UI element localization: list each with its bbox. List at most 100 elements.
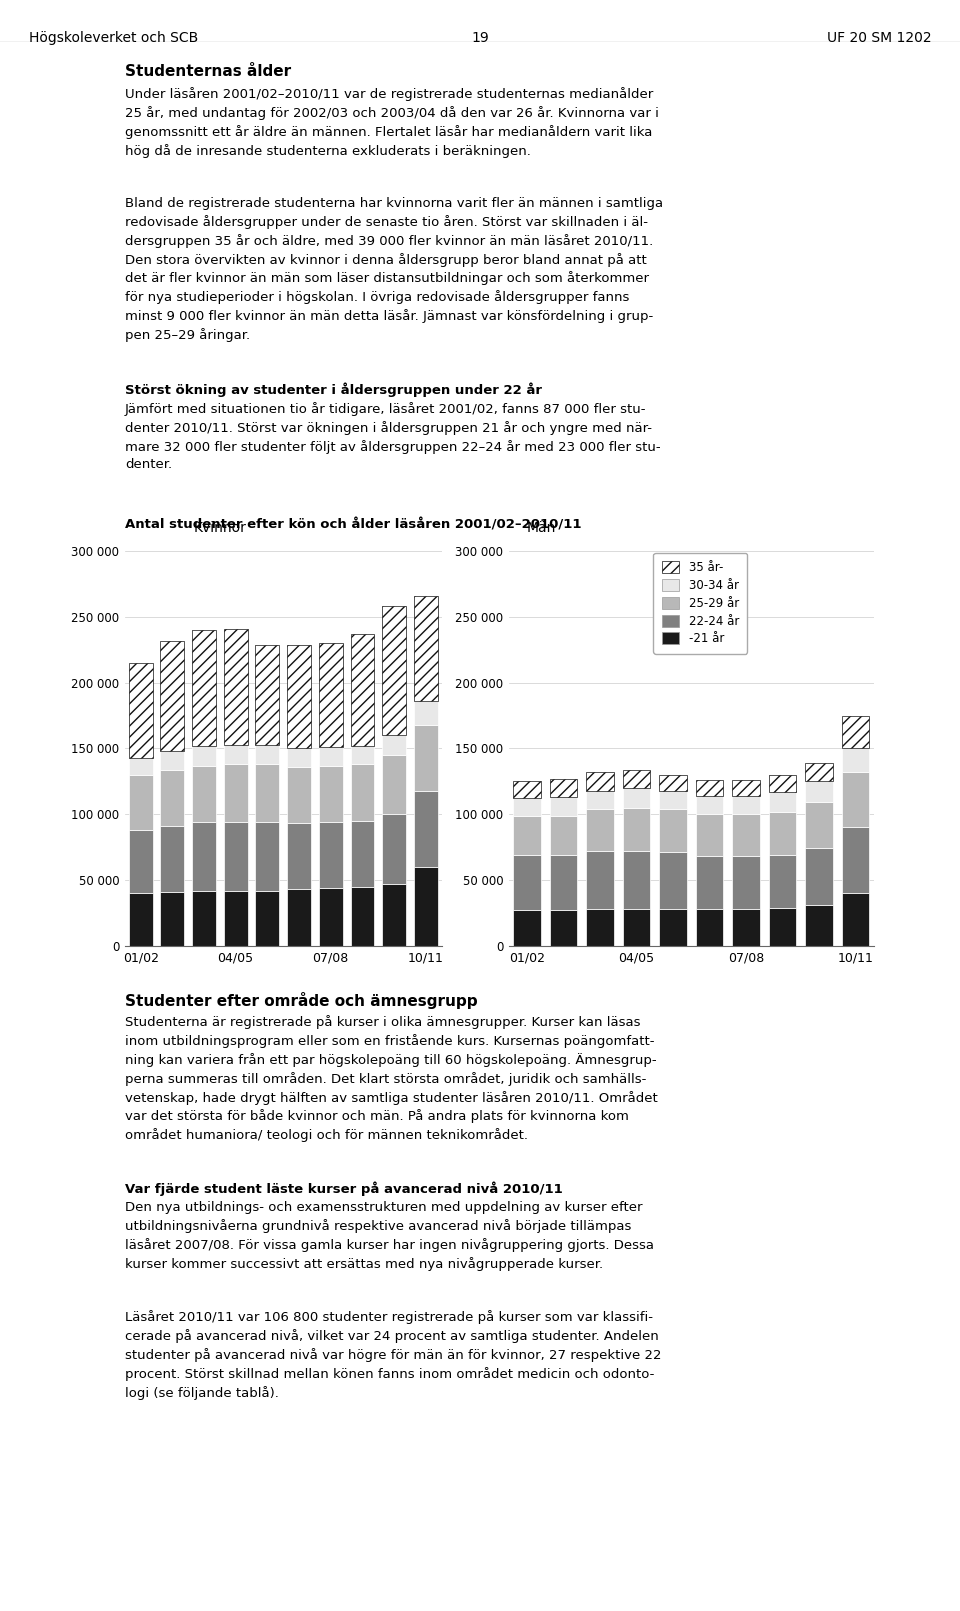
Bar	[319, 765, 343, 822]
Bar	[769, 855, 796, 907]
Bar	[160, 641, 184, 751]
Text: Den nya utbildnings- och examensstrukturen med uppdelning av kurser efter
utbild: Den nya utbildnings- och examensstruktur…	[125, 1200, 654, 1271]
Bar	[224, 628, 248, 744]
Bar	[805, 905, 832, 946]
Bar	[550, 855, 577, 910]
Bar	[255, 644, 279, 744]
Bar	[382, 884, 406, 946]
Bar	[769, 775, 796, 793]
Text: Studenter efter område och ämnesgrupp: Studenter efter område och ämnesgrupp	[125, 992, 477, 1008]
Bar	[623, 909, 650, 946]
Bar	[287, 889, 311, 946]
Bar	[732, 857, 759, 909]
Bar	[514, 799, 540, 815]
Bar	[224, 744, 248, 764]
Legend: 35 år-, 30-34 år, 25-29 år, 22-24 år, -21 år: 35 år-, 30-34 år, 25-29 år, 22-24 år, -2…	[654, 553, 748, 654]
Bar	[696, 909, 723, 946]
Bar	[623, 770, 650, 788]
Text: Jämfört med situationen tio år tidigare, läsåret 2001/02, fanns 87 000 fler stu-: Jämfört med situationen tio år tidigare,…	[125, 403, 660, 472]
Bar	[587, 851, 613, 909]
Bar	[192, 765, 216, 822]
Text: Antal studenter efter kön och ålder läsåren 2001/02–2010/11: Antal studenter efter kön och ålder läså…	[125, 519, 582, 532]
Bar	[732, 796, 759, 814]
Text: Studenterna är registrerade på kurser i olika ämnesgrupper. Kurser kan läsas
ino: Studenterna är registrerade på kurser i …	[125, 1015, 658, 1142]
Bar	[805, 764, 832, 781]
Text: UF 20 SM 1202: UF 20 SM 1202	[827, 31, 931, 45]
Bar	[224, 822, 248, 891]
Bar	[805, 781, 832, 802]
Bar	[255, 891, 279, 946]
Bar	[550, 778, 577, 797]
Bar	[287, 644, 311, 749]
Bar	[382, 814, 406, 884]
Bar	[255, 744, 279, 764]
Bar	[414, 596, 438, 701]
Bar	[160, 770, 184, 826]
Text: Bland de registrerade studenterna har kvinnorna varit fler än männen i samtliga
: Bland de registrerade studenterna har kv…	[125, 197, 663, 342]
Bar	[350, 822, 374, 886]
Text: 19: 19	[471, 31, 489, 45]
Text: Män: Män	[527, 522, 557, 535]
Bar	[255, 822, 279, 891]
Bar	[160, 826, 184, 892]
Bar	[192, 822, 216, 891]
Bar	[550, 910, 577, 946]
Bar	[660, 852, 686, 909]
Text: Störst ökning av studenter i åldersgruppen under 22 år: Störst ökning av studenter i åldersgrupp…	[125, 383, 541, 398]
Bar	[660, 791, 686, 809]
Bar	[350, 886, 374, 946]
Bar	[382, 756, 406, 814]
Bar	[414, 701, 438, 725]
Text: Under läsåren 2001/02–2010/11 var de registrerade studenternas medianålder
25 år: Under läsåren 2001/02–2010/11 var de reg…	[125, 87, 659, 158]
Bar	[514, 855, 540, 910]
Bar	[319, 822, 343, 888]
Bar	[732, 780, 759, 796]
Bar	[514, 815, 540, 855]
Bar	[587, 772, 613, 791]
Bar	[587, 809, 613, 851]
Bar	[414, 791, 438, 867]
Bar	[696, 796, 723, 814]
Bar	[319, 643, 343, 748]
Text: Läsåret 2010/11 var 106 800 studenter registrerade på kurser som var klassifi-
c: Läsåret 2010/11 var 106 800 studenter re…	[125, 1310, 661, 1400]
Bar	[696, 857, 723, 909]
Bar	[382, 735, 406, 756]
Bar	[350, 635, 374, 746]
Bar	[587, 909, 613, 946]
Bar	[160, 892, 184, 946]
Bar	[514, 910, 540, 946]
Bar	[350, 764, 374, 822]
Bar	[732, 814, 759, 857]
Bar	[414, 725, 438, 791]
Bar	[842, 772, 869, 828]
Bar	[623, 807, 650, 851]
Bar	[732, 909, 759, 946]
Bar	[287, 823, 311, 889]
Bar	[660, 909, 686, 946]
Bar	[842, 715, 869, 749]
Bar	[129, 775, 153, 830]
Bar	[660, 775, 686, 791]
Bar	[255, 764, 279, 822]
Bar	[287, 749, 311, 767]
Bar	[623, 851, 650, 909]
Bar	[129, 830, 153, 892]
Bar	[129, 892, 153, 946]
Bar	[587, 791, 613, 809]
Bar	[769, 793, 796, 812]
Bar	[319, 888, 343, 946]
Bar	[842, 749, 869, 772]
Bar	[696, 814, 723, 857]
Bar	[192, 746, 216, 765]
Bar	[224, 891, 248, 946]
Bar	[192, 891, 216, 946]
Bar	[382, 606, 406, 735]
Bar	[414, 867, 438, 946]
Bar	[192, 630, 216, 746]
Bar	[319, 748, 343, 765]
Bar	[623, 788, 650, 807]
Bar	[842, 828, 869, 892]
Bar	[550, 797, 577, 815]
Bar	[514, 781, 540, 799]
Text: Studenternas ålder: Studenternas ålder	[125, 64, 291, 79]
